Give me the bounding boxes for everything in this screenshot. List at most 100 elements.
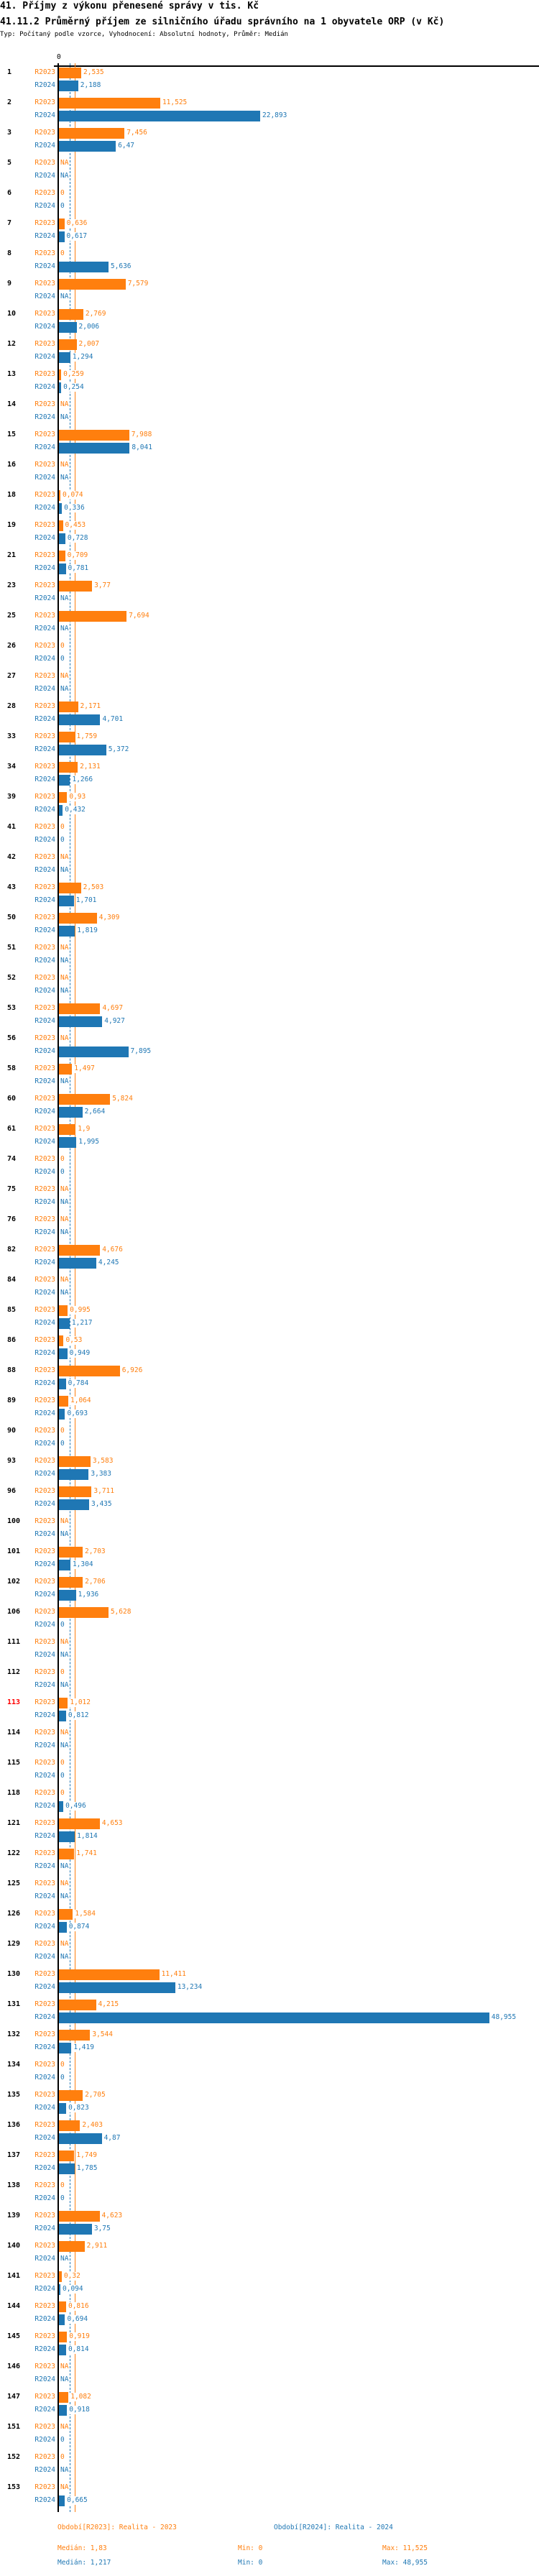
series-label-r2023: R2023 [34, 1819, 55, 1827]
bar-r2023 [59, 339, 77, 350]
bar-r2024 [59, 1046, 129, 1057]
value-label-r2023: NA [60, 159, 70, 167]
value-label-r2024: 1,419 [73, 2043, 95, 2052]
series-label-r2023: R2023 [34, 1789, 55, 1797]
series-label-r2023: R2023 [34, 1849, 55, 1857]
value-label-r2024: 0,812 [67, 1711, 90, 1720]
bar-r2024 [59, 744, 106, 755]
value-label-r2023: 0 [60, 1759, 65, 1767]
value-label-r2024: NA [60, 1530, 70, 1539]
bar-r2023 [59, 2210, 100, 2222]
value-label-r2024: 0,694 [66, 2315, 89, 2324]
series-label-r2024: R2024 [34, 413, 55, 421]
category-label: 153 [7, 2483, 21, 2491]
value-label-r2024: 0,949 [68, 1349, 91, 1358]
category-label: 121 [7, 1819, 21, 1827]
series-label-r2024: R2024 [34, 2074, 55, 2082]
series-label-r2024: R2024 [34, 1742, 55, 1749]
series-label-r2024: R2024 [34, 2255, 55, 2263]
category-label: 93 [7, 1457, 17, 1465]
bar-r2024 [59, 1016, 103, 1027]
series-label-r2024: R2024 [34, 685, 55, 693]
value-label-r2024: 0 [60, 1621, 65, 1629]
series-label-r2024: R2024 [34, 957, 55, 965]
series-label-r2024: R2024 [34, 1259, 55, 1266]
series-label-r2023: R2023 [34, 2151, 55, 2159]
value-label-r2023: 0 [60, 1789, 65, 1798]
series-label-r2023: R2023 [34, 1638, 55, 1646]
series-label-r2024: R2024 [34, 1289, 55, 1297]
series-label-r2023: R2023 [34, 68, 55, 76]
value-label-r2023: 7,694 [128, 612, 150, 620]
series-label-r2023: R2023 [34, 370, 55, 378]
value-label-r2023: 0 [60, 2453, 65, 2462]
category-label: 82 [7, 1246, 17, 1254]
value-label-r2023: 2,007 [78, 340, 101, 349]
value-label-r2024: 2,188 [79, 81, 102, 90]
series-label-r2024: R2024 [34, 1077, 55, 1085]
y-axis-line [57, 63, 59, 2512]
chart-subtitle: 41.11.2 Průměrný příjem ze silničního úř… [0, 17, 445, 27]
value-label-r2024: 1,217 [70, 1319, 93, 1328]
bar-r2023 [59, 761, 78, 773]
value-label-r2023: 5,824 [111, 1095, 134, 1103]
bar-r2024 [59, 2344, 66, 2355]
value-label-r2024: 0,496 [65, 1802, 87, 1811]
category-label: 58 [7, 1064, 17, 1072]
series-label-r2023: R2023 [34, 2030, 55, 2038]
value-label-r2023: NA [60, 672, 70, 681]
bar-r2023 [59, 912, 97, 924]
bar-r2024 [59, 1378, 66, 1389]
series-label-r2024: R2024 [34, 896, 55, 904]
value-label-r2024: NA [60, 293, 70, 301]
bar-r2023 [59, 1244, 101, 1256]
value-label-r2024: 1,995 [78, 1138, 100, 1146]
series-label-r2023: R2023 [34, 2363, 55, 2370]
series-label-r2024: R2024 [34, 1319, 55, 1327]
series-label-r2023: R2023 [34, 1004, 55, 1012]
bar-r2024 [59, 1468, 89, 1480]
value-label-r2024: 0 [60, 2436, 65, 2444]
bar-r2024 [59, 1408, 65, 1420]
bar-r2023 [59, 1123, 76, 1135]
category-label: 131 [7, 2000, 21, 2008]
value-label-r2023: 0 [60, 2181, 65, 2190]
series-label-r2023: R2023 [34, 1668, 55, 1676]
value-label-r2023: 4,653 [101, 1819, 124, 1828]
value-label-r2023: NA [60, 2483, 70, 2492]
bar-r2023 [59, 1818, 100, 1829]
value-label-r2023: NA [60, 1034, 70, 1043]
category-label: 147 [7, 2393, 21, 2401]
series-label-r2024: R2024 [34, 564, 55, 572]
value-label-r2024: 0,693 [66, 1409, 89, 1418]
series-label-r2023: R2023 [34, 159, 55, 167]
value-label-r2023: NA [60, 974, 70, 983]
series-label-r2023: R2023 [34, 672, 55, 680]
value-label-r2024: 3,435 [91, 1500, 113, 1509]
category-label: 86 [7, 1336, 17, 1344]
bar-r2023 [59, 791, 68, 803]
series-label-r2024: R2024 [34, 866, 55, 874]
bar-r2023 [59, 1003, 101, 1014]
bar-r2024 [59, 1589, 76, 1601]
bar-r2024 [59, 925, 75, 937]
category-label: 139 [7, 2212, 21, 2220]
series-label-r2023: R2023 [34, 974, 55, 982]
value-label-r2023: 0 [60, 1427, 65, 1435]
series-label-r2024: R2024 [34, 1892, 55, 1900]
value-label-r2023: 2,703 [84, 1547, 106, 1556]
bar-r2023 [59, 127, 125, 139]
value-label-r2024: NA [60, 625, 70, 633]
category-label: 33 [7, 732, 17, 740]
value-label-r2023: 1,497 [73, 1064, 96, 1073]
category-label: 140 [7, 2242, 21, 2250]
series-label-r2023: R2023 [34, 1185, 55, 1193]
bar-r2024 [59, 382, 62, 393]
series-label-r2024: R2024 [34, 2043, 55, 2051]
bar-r2023 [59, 308, 83, 320]
category-label: 111 [7, 1638, 21, 1646]
category-label: 23 [7, 581, 17, 589]
value-label-r2023: 1,741 [75, 1849, 98, 1858]
bar-r2023 [59, 882, 81, 893]
series-label-r2024: R2024 [34, 2496, 55, 2504]
